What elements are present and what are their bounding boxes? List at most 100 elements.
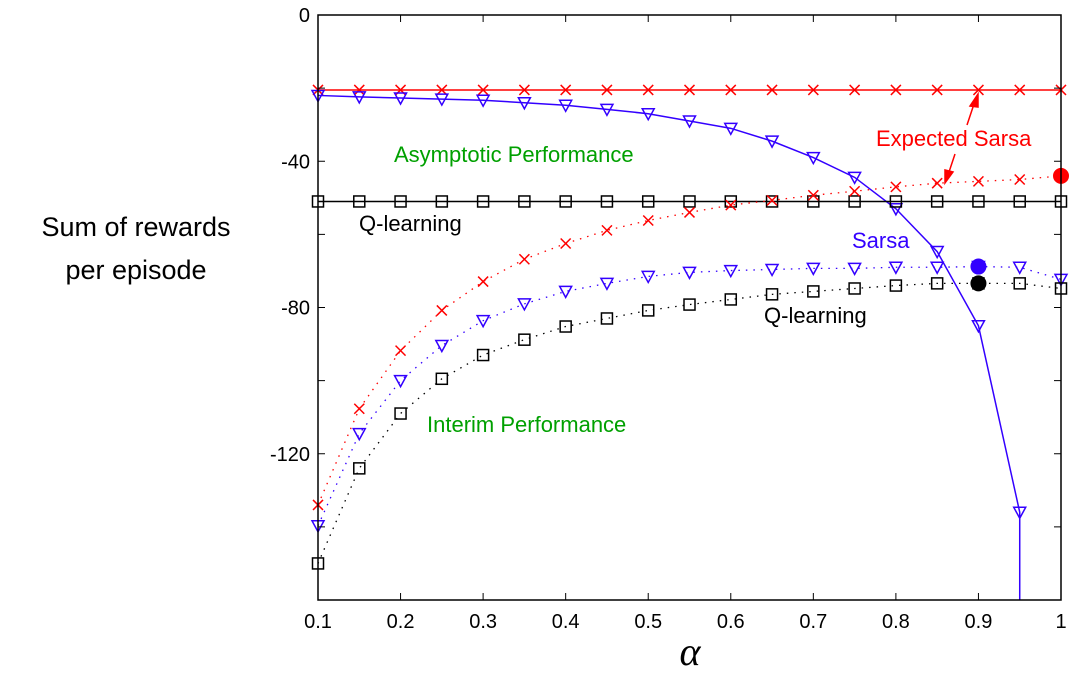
triangle-marker	[764, 135, 780, 149]
triangle-marker	[475, 314, 491, 329]
plot-frame	[317, 14, 1062, 601]
x-marker	[683, 206, 696, 218]
x-marker	[353, 84, 365, 96]
triangle-marker	[517, 97, 532, 111]
square-marker	[559, 195, 572, 208]
x-tick-label: 1	[1055, 611, 1066, 633]
square-marker	[848, 282, 861, 295]
x-marker	[560, 84, 572, 96]
x-marker	[725, 84, 737, 96]
y-tick-label: -120	[270, 444, 310, 466]
y-axis-label-line1: Sum of rewards	[41, 212, 230, 242]
series-interim-q-learning	[311, 275, 1068, 570]
x-marker	[766, 194, 778, 206]
square-marker	[476, 348, 490, 362]
triangle-marker	[723, 122, 739, 136]
x-marker	[560, 237, 572, 250]
square-marker	[518, 333, 531, 346]
x-marker	[766, 84, 778, 96]
x-marker	[518, 84, 530, 96]
expected-sarsa-arrows	[944, 91, 979, 186]
x-marker	[477, 276, 489, 288]
series-asymptotic-expected-sarsa	[312, 84, 1067, 96]
square-marker	[807, 285, 820, 298]
x-tick-label: 0.7	[799, 611, 827, 633]
square-marker	[476, 195, 490, 208]
triangle-marker	[558, 285, 573, 299]
square-marker	[600, 312, 614, 325]
square-marker	[641, 304, 655, 317]
square-marker	[930, 195, 944, 208]
x-tick-label: 0.4	[552, 611, 580, 633]
square-marker	[724, 293, 738, 306]
x-marker	[642, 84, 654, 96]
triangle-marker	[806, 151, 821, 166]
square-marker	[848, 195, 861, 208]
square-marker	[600, 195, 614, 208]
series-line	[317, 265, 1062, 527]
x-marker	[518, 253, 530, 265]
annotation-expected-sarsa: Expected Sarsa	[876, 126, 1032, 151]
x-marker	[642, 214, 654, 227]
x-marker	[1014, 174, 1026, 186]
triangle-marker	[888, 203, 904, 217]
triangle-marker	[352, 91, 367, 105]
square-marker	[435, 372, 449, 386]
x-marker	[890, 84, 902, 96]
square-marker	[683, 298, 696, 311]
series-interim-sarsa	[310, 258, 1069, 534]
x-marker	[972, 84, 984, 96]
x-marker	[931, 177, 943, 189]
triangle-marker	[888, 261, 904, 275]
triangle-marker	[352, 427, 367, 442]
square-marker	[394, 195, 407, 208]
x-marker	[683, 84, 696, 96]
triangle-marker	[434, 339, 450, 354]
square-marker	[683, 195, 696, 208]
square-marker	[1013, 195, 1026, 208]
x-marker	[849, 84, 861, 96]
best-point-dot	[970, 258, 987, 275]
triangle-marker	[847, 171, 862, 185]
square-marker	[930, 277, 944, 290]
x-marker	[436, 84, 448, 96]
square-marker	[435, 195, 449, 208]
best-point-dot	[970, 275, 987, 292]
x-marker	[972, 175, 984, 187]
square-marker	[1013, 277, 1026, 290]
square-marker	[394, 407, 407, 420]
triangle-marker	[599, 103, 615, 117]
square-marker	[889, 279, 903, 292]
x-tick-label: 0.1	[304, 611, 332, 633]
axis-ticks: 0.1 0.2 0.3 0.4 0.5 0.6 0.7 0.8 0.9 1 0 -40 -80 -120	[270, 5, 1067, 633]
series-asymptotic-q-learning	[311, 195, 1068, 208]
square-marker	[353, 462, 366, 475]
series-line	[317, 282, 1062, 564]
triangle-marker	[393, 92, 408, 106]
x-tick-label: 0.5	[634, 611, 662, 633]
x-marker	[931, 84, 943, 96]
triangle-marker	[434, 93, 450, 107]
triangle-marker	[1012, 506, 1027, 520]
triangle-marker	[929, 261, 945, 275]
x-tick-label: 0.2	[387, 611, 415, 633]
square-marker	[353, 195, 366, 208]
x-marker	[353, 403, 365, 415]
x-marker	[725, 199, 737, 211]
triangle-marker	[847, 262, 862, 276]
x-tick-label: 0.8	[882, 611, 910, 633]
triangle-marker	[599, 277, 615, 291]
triangle-marker	[682, 266, 697, 280]
triangle-marker	[764, 263, 780, 278]
x-marker	[807, 189, 819, 201]
x-marker	[436, 304, 448, 316]
series-asymptotic-sarsa	[310, 89, 1027, 600]
triangle-marker	[640, 270, 656, 284]
x-tick-label: 0.6	[717, 611, 745, 633]
triangle-marker	[929, 245, 945, 260]
square-marker	[559, 320, 572, 333]
square-marker	[765, 195, 779, 208]
x-marker	[601, 84, 613, 96]
square-marker	[641, 195, 655, 208]
